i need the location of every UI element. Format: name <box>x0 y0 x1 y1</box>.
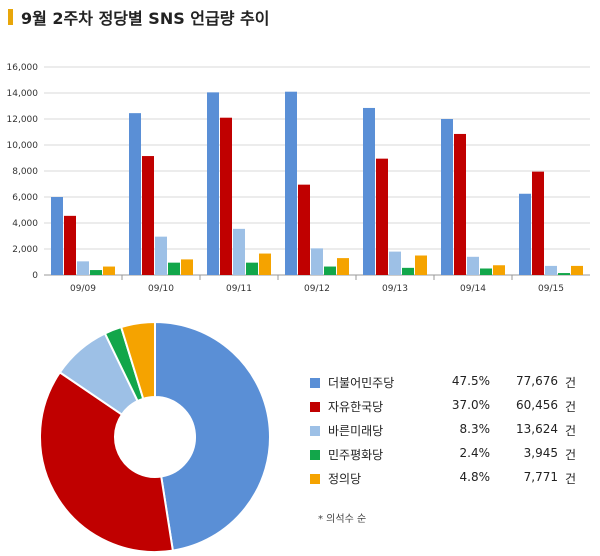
legend-unit: 건 <box>565 472 577 486</box>
bar-chart: 0 2,000 4,000 6,000 8,000 10,000 12,000 14,000 1… <box>7 63 590 294</box>
bar <box>311 248 323 275</box>
legend-row: 정의당 4.8% 7,771 건 <box>310 468 590 492</box>
bar <box>363 107 375 275</box>
pie-chart <box>39 320 271 553</box>
legend-unit: 건 <box>565 424 577 438</box>
bar <box>285 91 297 275</box>
x-tick-label: 09/14 <box>460 284 486 294</box>
y-tick-label: 0 <box>32 271 38 281</box>
legend-unit: 건 <box>565 376 577 390</box>
legend-swatch <box>310 426 320 436</box>
legend-party-name: 더불어민주당 <box>328 376 395 390</box>
page-title: 9월 2주차 정당별 SNS 언급량 추이 <box>21 9 270 28</box>
bar <box>519 193 531 275</box>
x-tick-label: 09/13 <box>382 284 408 294</box>
legend-party-name: 민주평화당 <box>328 448 384 462</box>
bar <box>571 265 583 275</box>
legend-row: 민주평화당 2.4% 3,945 건 <box>310 444 590 468</box>
pie-slice <box>39 370 175 553</box>
bar <box>493 265 505 275</box>
x-tick-label: 09/10 <box>148 284 174 294</box>
legend-percentage: 4.8% <box>459 470 491 484</box>
legend-swatch <box>310 450 320 460</box>
x-tick-label: 09/15 <box>538 284 564 294</box>
bar <box>129 113 141 276</box>
bar <box>77 261 89 275</box>
footnote: * 의석수 순 <box>318 514 367 525</box>
bar <box>467 256 479 275</box>
chart-title: 9월 2주차 정당별 SNS 언급량 추이 <box>8 6 269 28</box>
title-accent-bar <box>8 9 13 25</box>
bar <box>389 251 401 275</box>
bar <box>155 236 167 275</box>
bar <box>246 262 258 275</box>
bar <box>298 184 310 275</box>
legend-unit: 건 <box>565 448 577 462</box>
bar <box>545 265 557 275</box>
pie-slice <box>119 320 156 401</box>
legend-percentage: 8.3% <box>459 422 491 436</box>
bar <box>376 158 388 275</box>
legend-percentage: 47.5% <box>451 374 490 388</box>
bar <box>181 259 193 275</box>
bar <box>441 119 453 275</box>
bar <box>51 197 63 275</box>
y-tick-label: 12,000 <box>7 115 39 125</box>
legend-row: 바른미래당 8.3% 13,624 건 <box>310 420 590 444</box>
legend-unit: 건 <box>565 400 577 414</box>
x-tick-label: 09/11 <box>226 284 252 294</box>
y-tick-label: 4,000 <box>12 219 38 229</box>
legend-swatch <box>310 474 320 484</box>
legend-party-name: 정의당 <box>328 472 362 486</box>
legend-party-name: 바른미래당 <box>328 424 384 438</box>
y-tick-label: 16,000 <box>7 63 39 73</box>
legend-count: 3,945 <box>523 446 558 460</box>
legend-party-name: 자유한국당 <box>328 400 384 414</box>
y-tick-label: 6,000 <box>12 193 38 203</box>
bar <box>324 266 336 275</box>
bar <box>90 270 102 275</box>
bar <box>532 171 544 275</box>
legend-count: 7,771 <box>523 470 558 484</box>
bar <box>402 267 414 275</box>
y-tick-label: 8,000 <box>12 167 38 177</box>
pie-slice <box>154 320 271 552</box>
legend-count: 60,456 <box>516 398 558 412</box>
bar <box>337 258 349 275</box>
legend-row: 더불어민주당 47.5% 77,676 건 <box>310 372 590 396</box>
bar <box>454 133 466 275</box>
bar <box>558 273 570 275</box>
y-tick-label: 2,000 <box>12 245 38 255</box>
bar <box>142 156 154 275</box>
bar <box>415 255 427 275</box>
legend-percentage: 37.0% <box>451 398 490 412</box>
bar <box>259 253 271 275</box>
bar <box>207 92 219 275</box>
bar <box>220 117 232 275</box>
bar <box>168 262 180 275</box>
legend-count: 77,676 <box>516 374 558 388</box>
pie-legend: 더불어민주당 47.5% 77,676 건 자유한국당 37.0% 60,456… <box>310 372 590 492</box>
y-tick-label: 10,000 <box>7 141 39 151</box>
legend-swatch <box>310 378 320 388</box>
x-tick-label: 09/12 <box>304 284 330 294</box>
bar <box>103 266 115 275</box>
legend-row: 자유한국당 37.0% 60,456 건 <box>310 396 590 420</box>
bar <box>64 215 76 275</box>
legend-swatch <box>310 402 320 412</box>
x-tick-label: 09/09 <box>70 284 96 294</box>
bar <box>233 228 245 275</box>
bar <box>480 268 492 275</box>
legend-count: 13,624 <box>516 422 558 436</box>
legend-percentage: 2.4% <box>459 446 491 460</box>
y-tick-label: 14,000 <box>7 89 39 99</box>
